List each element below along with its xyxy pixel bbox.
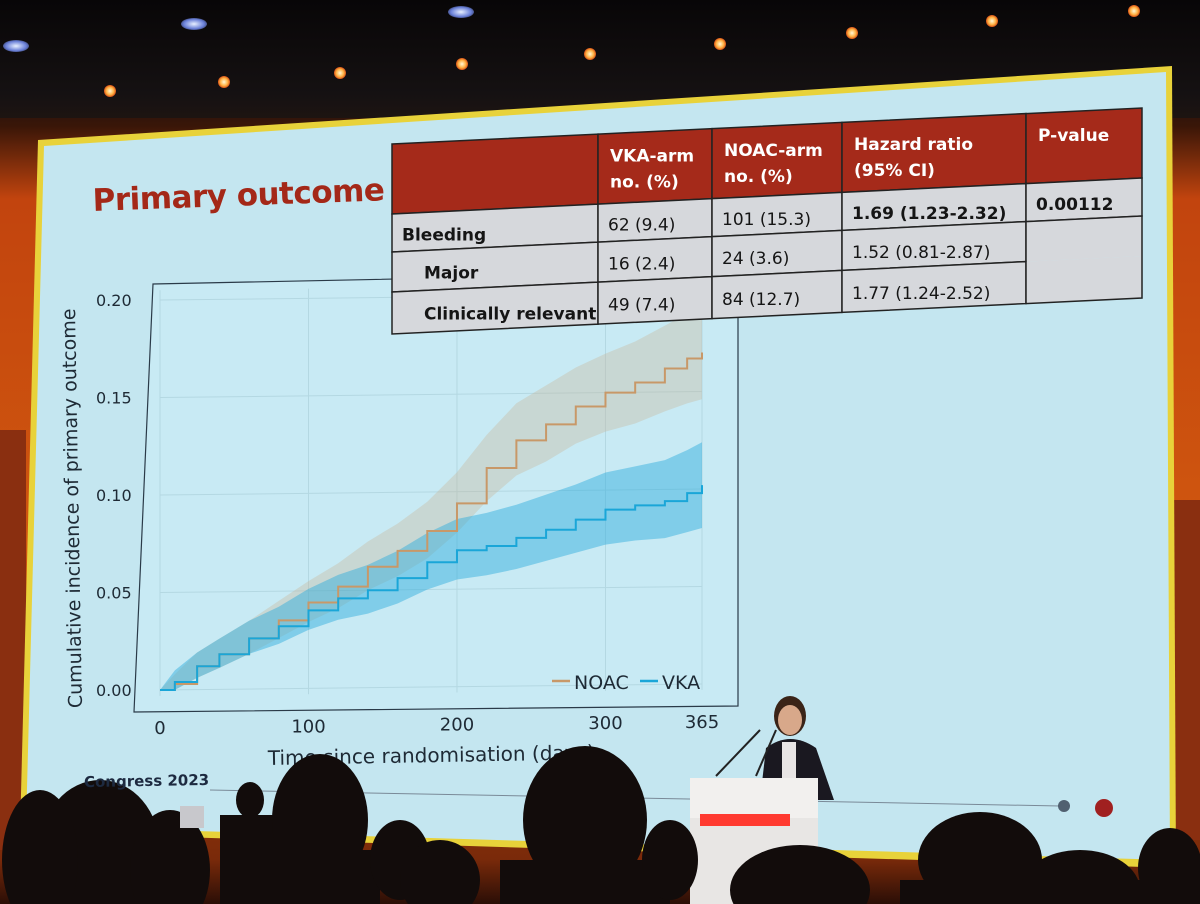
table-header-text: VKA-arm: [610, 147, 694, 167]
y-tick-label: 0.15: [96, 389, 132, 408]
x-tick-labels: 0 100 200 300 365: [154, 712, 719, 739]
table-cell-text: Bleeding: [402, 226, 486, 246]
table-header-text: Hazard ratio: [854, 135, 973, 155]
table-cell-text: 62 (9.4): [608, 216, 675, 236]
table-cell-text: 1.77 (1.24-2.52): [852, 284, 990, 304]
legend-label-noac: NOAC: [574, 672, 629, 694]
series-line-vka: [160, 485, 703, 691]
table-header-text: NOAC-arm: [724, 141, 823, 161]
congress-footer: Congress 2023: [83, 770, 210, 792]
microphone: [715, 729, 761, 777]
spotlight: [334, 67, 346, 79]
x-tick-label: 200: [440, 715, 474, 736]
grid-line-y: [159, 586, 703, 593]
audience: [2, 746, 1200, 904]
y-tick-label: 0.10: [96, 486, 132, 505]
x-tick-label: 0: [154, 718, 165, 739]
x-tick-label: 300: [588, 713, 622, 734]
spotlight: [584, 48, 596, 60]
spotlight: [218, 76, 230, 88]
confidence-bands: [160, 305, 702, 690]
microphone: [755, 729, 777, 777]
y-tick-label: 0.00: [96, 681, 132, 700]
ci-band-vka: [160, 442, 702, 690]
table-header-text: P-value: [1038, 126, 1109, 146]
table-cell-merged: [1025, 215, 1143, 305]
table-cell: [1026, 256, 1142, 304]
table-cell-text: 49 (7.4): [608, 296, 675, 316]
phone: [180, 806, 204, 828]
spotlight: [1128, 5, 1140, 17]
grid-line-y: [159, 488, 703, 496]
table-cell-text: 1.52 (0.81-2.87): [852, 243, 990, 263]
spotlight: [456, 58, 468, 70]
table-cell-text: 16 (2.4): [608, 255, 675, 275]
table-cell-text: 101 (15.3): [722, 210, 811, 230]
x-tick-label: 365: [685, 712, 719, 733]
table-cell-text: 84 (12.7): [722, 290, 800, 310]
table-header-text: no. (%): [610, 173, 679, 193]
table-cell-text: 24 (3.6): [722, 249, 789, 269]
table-cell-text: Major: [424, 263, 479, 283]
x-tick-label: 100: [291, 716, 325, 737]
spotlight: [986, 15, 998, 27]
spotlight: [3, 40, 29, 52]
spotlight: [181, 18, 207, 30]
legend-label-vka: VKA: [662, 672, 700, 694]
spotlight: [846, 27, 858, 39]
plot-area: 0.000.050.100.150.20 0 100 200 300 365 Cumul…: [58, 271, 739, 770]
grid-line-y: [159, 683, 703, 691]
footer-dot-red: [1095, 799, 1113, 817]
y-tick-label: 0.20: [96, 291, 132, 310]
spotlight: [448, 6, 474, 18]
table-cell: [1026, 216, 1142, 262]
table-header-text: (95% CI): [854, 161, 935, 181]
table-header-cell: [391, 133, 599, 215]
ci-band-noac: [160, 305, 702, 690]
y-tick-label: 0.05: [96, 584, 132, 603]
table-header-text: no. (%): [724, 167, 793, 187]
table-cell-text: 0.00112: [1036, 195, 1113, 215]
footer-dot: [1058, 800, 1070, 812]
table-cell-text: 1.69 (1.23-2.32): [852, 204, 1006, 224]
spotlight: [714, 38, 726, 50]
spotlight: [104, 85, 116, 97]
series-lines: [160, 352, 703, 691]
legend: NOAC VKA: [552, 672, 700, 694]
results-table: VKA-arm no. (%) NOAC-arm no. (%) Hazard rati…: [391, 107, 1143, 335]
table-cell-text: Clinically relevant: [424, 304, 596, 324]
y-tick-labels: 0.00 0.05 0.10 0.15 0.20: [96, 291, 132, 700]
